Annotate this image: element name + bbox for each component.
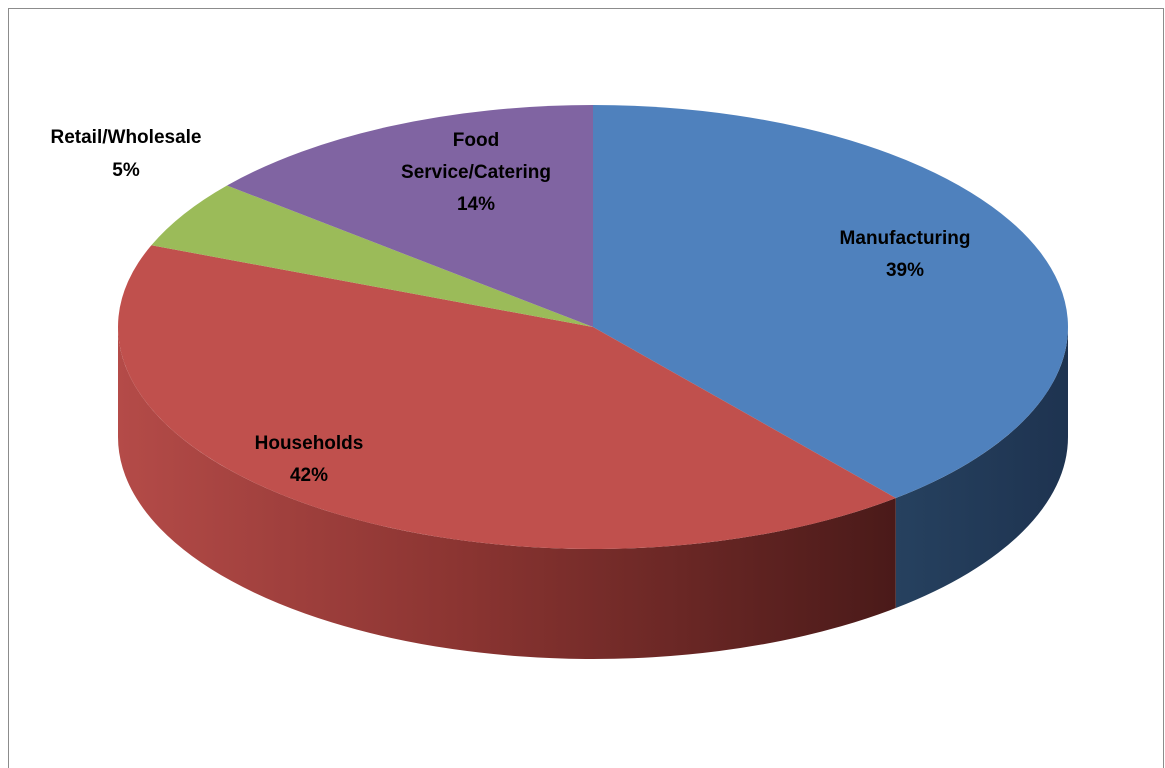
- slice-value-manufacturing: 39%: [886, 260, 924, 281]
- slice-label-manufacturing: Manufacturing: [840, 228, 971, 249]
- slice-food-service-catering: [227, 105, 593, 327]
- slice-value-retail-wholesale: 5%: [112, 160, 140, 181]
- slice-value-households: 42%: [290, 465, 328, 486]
- slice-manufacturing: [593, 105, 1069, 499]
- slice-value-food-service: 14%: [457, 194, 495, 215]
- slice-label-retail-wholesale: Retail/Wholesale: [51, 127, 202, 148]
- pie-top-faces: [117, 105, 1069, 550]
- pie-data-labels: Manufacturing 39% Households 42% Retail/…: [51, 127, 971, 486]
- slice-label-households: Households: [255, 433, 364, 454]
- side-households: [118, 327, 896, 659]
- side-manufacturing: [895, 327, 1068, 609]
- slice-label-food-service-line1: Food: [453, 130, 499, 151]
- pie-side-walls: [118, 327, 1068, 659]
- slice-households: [117, 245, 896, 550]
- slice-retail-wholesale: [151, 185, 593, 327]
- slice-label-food-service-line2: Service/Catering: [401, 162, 551, 183]
